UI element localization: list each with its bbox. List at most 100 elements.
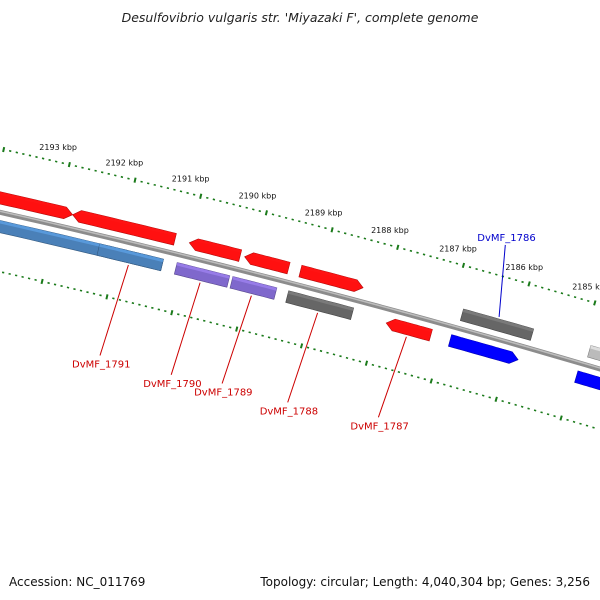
gene-feature[interactable] (244, 252, 291, 275)
kbp-label: 2186 kbp (505, 263, 543, 272)
outer-tick-mark (586, 299, 590, 303)
gene-highlight (176, 262, 230, 279)
outer-tick-mark (422, 253, 426, 256)
inner-tick-mark (449, 385, 453, 388)
gene-label-leader (498, 244, 506, 317)
gene-label: DvMF_1787 (350, 421, 408, 432)
gene-highlight (462, 309, 534, 332)
gene-label-leader (221, 295, 252, 384)
inner-tick-mark (455, 387, 459, 390)
outer-tick-mark (580, 297, 583, 301)
gene-label: DvMF_1790 (143, 379, 201, 390)
outer-tick-mark (199, 193, 203, 199)
gene-highlight (99, 243, 164, 263)
inner-tick-mark (410, 374, 414, 377)
inner-tick-mark (494, 396, 498, 402)
gene-label-leader (377, 336, 407, 418)
outer-tick-mark (2, 146, 6, 153)
gene-highlight (252, 252, 291, 266)
kbp-label: 2190 kbp (239, 191, 277, 200)
gene-highlight (287, 290, 354, 311)
gene-highlight (80, 210, 177, 237)
inner-tick-mark (559, 415, 563, 421)
outer-tick-mark (67, 161, 71, 168)
gene-feature[interactable] (574, 370, 600, 391)
outer-tick-mark (567, 294, 570, 297)
gene-feature[interactable] (298, 264, 364, 292)
outer-tick-mark (264, 210, 268, 216)
gene-highlight (301, 265, 358, 283)
inner-tick-mark (501, 400, 504, 403)
gene-feature[interactable] (385, 318, 433, 342)
inner-tick-mark (507, 401, 511, 405)
gene-label: DvMF_1789 (194, 388, 252, 399)
gene-label-leader (99, 264, 129, 356)
gene-feature[interactable] (188, 238, 243, 262)
inner-tick-mark (572, 420, 576, 423)
gene-label: DvMF_1786 (477, 233, 535, 244)
kbp-label: 2185 kbp (572, 282, 600, 291)
gene-feature[interactable] (72, 210, 177, 246)
outer-tick-mark (521, 280, 524, 284)
accession-label: Accession: NC_011769 (9, 575, 146, 589)
outer-tick-mark (461, 262, 466, 269)
outer-tick-mark (330, 227, 334, 233)
inner-tick-mark (105, 294, 109, 300)
outer-tick-mark (560, 292, 564, 295)
inner-tick-mark (404, 372, 407, 375)
kbp-label: 2188 kbp (371, 226, 409, 235)
inner-tick-mark (553, 415, 556, 418)
gene-label-leader (287, 312, 319, 403)
outer-tick-mark (540, 286, 544, 289)
gene-highlight (394, 319, 433, 333)
kbp-label: 2187 kbp (439, 245, 477, 254)
inner-tick-mark (429, 378, 433, 384)
gene-body (173, 262, 231, 288)
inner-tick-mark (170, 310, 174, 316)
kbp-label: 2192 kbp (106, 159, 144, 168)
outer-tick-mark (481, 269, 485, 272)
inner-tick-mark (462, 388, 466, 392)
gene-highlight (590, 345, 600, 352)
gene-highlight (232, 276, 277, 291)
gene-feature[interactable] (285, 290, 355, 320)
kbp-label: 2191 kbp (172, 175, 210, 184)
outer-tick-mark (403, 248, 406, 251)
gene-highlight (0, 191, 67, 210)
gene-label: DvMF_1788 (260, 406, 318, 417)
inner-tick-mark (299, 343, 304, 349)
inner-tick-mark (352, 358, 355, 361)
genome-backbone-highlight (0, 210, 600, 369)
inner-tick-mark (520, 405, 524, 408)
gene-feature[interactable] (173, 262, 231, 288)
genome-summary: Topology: circular; Length: 4,040,304 bp… (260, 575, 590, 589)
outer-tick-mark (547, 288, 551, 291)
page-title: Desulfovibrio vulgaris str. 'Miyazaki F'… (121, 10, 479, 25)
genome-backbone (0, 209, 600, 372)
gene-feature[interactable] (587, 345, 600, 365)
gene-highlight (197, 238, 242, 253)
kbp-label: 2189 kbp (305, 208, 343, 217)
inner-tick-mark (566, 418, 569, 422)
gene-body (72, 210, 177, 246)
outer-tick-mark (396, 244, 400, 251)
gene-feature[interactable] (96, 243, 164, 272)
gene-feature[interactable] (459, 308, 535, 341)
gene-body (229, 276, 278, 300)
inner-tick-mark (364, 360, 369, 366)
gene-feature[interactable] (229, 276, 278, 300)
gene-highlight (450, 334, 513, 355)
gene-body (96, 243, 164, 272)
kbp-label: 2193 kbp (39, 143, 77, 152)
outer-tick-mark (593, 300, 597, 306)
inner-tick-mark (40, 278, 44, 285)
gene-highlight (577, 370, 600, 381)
inner-tick-mark (235, 326, 239, 332)
outer-tick-mark (527, 281, 531, 287)
gene-feature[interactable] (448, 334, 519, 364)
gene-label-leader (170, 282, 201, 375)
gene-feature[interactable] (0, 191, 74, 220)
gene-label: DvMF_1791 (72, 360, 130, 371)
outer-tick-mark (133, 177, 137, 183)
